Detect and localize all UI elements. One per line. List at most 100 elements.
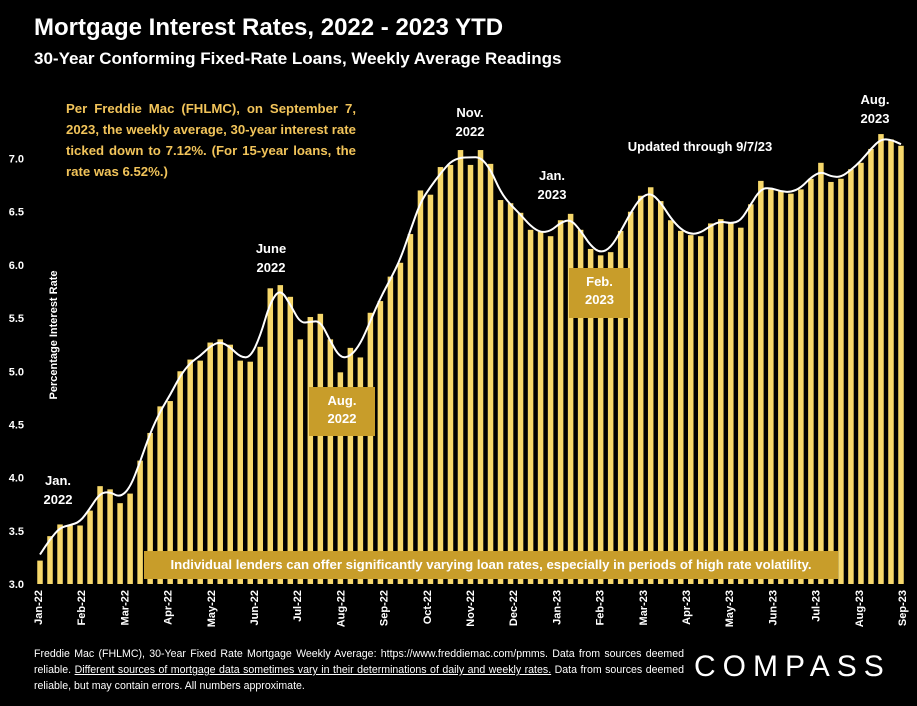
annotation-jun22-line1: June <box>256 241 286 256</box>
bar <box>657 201 664 584</box>
bar <box>187 359 193 584</box>
bar <box>67 525 73 584</box>
bar <box>848 169 854 584</box>
y-tick-label: 4.0 <box>9 473 24 485</box>
bar <box>317 313 324 584</box>
bar <box>327 339 334 584</box>
bar <box>838 178 844 584</box>
annotation-jun22-line2: 2022 <box>257 260 286 275</box>
bar <box>247 361 253 584</box>
bar <box>227 344 233 584</box>
bar <box>898 145 904 584</box>
freddie-mac-note: Per Freddie Mac (FHLMC), on September 7,… <box>66 101 356 179</box>
bar <box>297 339 304 584</box>
bar <box>597 255 604 584</box>
bar <box>357 357 364 584</box>
y-tick-label: 5.0 <box>9 366 24 378</box>
bar <box>718 219 724 585</box>
bar <box>788 193 794 584</box>
x-tick-label: Jul-23 <box>811 590 823 622</box>
bar <box>77 525 83 584</box>
x-tick-label: Jan-23 <box>551 590 563 625</box>
bar <box>307 317 314 584</box>
bar <box>447 164 454 584</box>
y-tick-label: 5.5 <box>9 313 24 325</box>
bar <box>818 162 824 585</box>
y-tick-label: 4.5 <box>9 419 24 431</box>
y-tick-label: 3.5 <box>9 526 24 538</box>
bar <box>497 200 504 584</box>
trend-line <box>39 138 902 556</box>
annotation-aug23-line1: Aug. <box>861 92 890 107</box>
x-tick-label: Aug-23 <box>854 590 866 627</box>
bar <box>738 227 744 584</box>
volatility-banner: Individual lenders can offer significant… <box>144 551 838 579</box>
bar <box>87 510 93 584</box>
annotation-jan23-line2: 2023 <box>538 187 567 202</box>
bar <box>157 406 163 584</box>
bar <box>197 360 203 584</box>
annotation-nov22-line2: 2022 <box>456 124 485 139</box>
source-footer: Freddie Mac (FHLMC), 30-Year Fixed Rate … <box>34 646 684 694</box>
x-tick-label: Feb-23 <box>595 590 607 625</box>
chart-svg: 3.0 3.5 4.0 4.5 5.0 5.5 6.0 6.5 7.0 Jan-22 Feb-22… <box>9 92 909 627</box>
bar <box>607 252 614 584</box>
bar <box>617 230 624 584</box>
bar <box>427 194 434 584</box>
bar <box>637 195 644 584</box>
bar <box>768 189 774 584</box>
bar <box>868 148 874 584</box>
bar <box>257 346 264 584</box>
bar <box>587 248 594 584</box>
callout-aug22: Aug. 2022 <box>309 387 375 436</box>
bar <box>467 164 474 584</box>
bar <box>688 235 694 584</box>
bar <box>858 162 864 585</box>
bar <box>147 432 153 584</box>
compass-logo: COMPASS <box>694 650 891 683</box>
bar <box>277 285 284 584</box>
bar <box>117 503 123 584</box>
annotation-aug23-line2: 2023 <box>861 111 890 126</box>
bar <box>177 371 183 584</box>
bar <box>728 223 734 584</box>
bar <box>457 150 464 585</box>
x-tick-label: May-23 <box>724 590 736 627</box>
x-tick-label: Dec-22 <box>508 590 520 626</box>
bar <box>477 150 484 585</box>
footer-underlined-note: Different sources of mortgage data somet… <box>74 664 552 676</box>
annotation-jan23-line1: Jan. <box>539 168 565 183</box>
bar <box>567 213 574 584</box>
x-tick-label: Oct-22 <box>422 590 434 624</box>
bar <box>137 460 143 584</box>
bar <box>207 342 213 584</box>
bar <box>677 230 684 584</box>
bar <box>537 231 544 584</box>
callout-feb23: Feb. 2023 <box>569 268 630 318</box>
bar <box>778 191 784 584</box>
bar <box>57 524 63 584</box>
bar <box>577 229 584 584</box>
x-tick-label: Aug-22 <box>335 590 347 627</box>
y-tick-label: 6.0 <box>9 260 24 272</box>
callout-feb23-line1: Feb. <box>586 274 613 289</box>
x-tick-label: Jun-23 <box>767 590 779 625</box>
bar <box>828 181 834 584</box>
annotation-updated: Updated through 9/7/23 <box>628 139 772 154</box>
bar <box>287 296 294 584</box>
bar <box>808 178 814 584</box>
bar <box>267 288 274 584</box>
bar <box>417 190 424 584</box>
bar <box>878 134 884 584</box>
x-axis-ticks: Jan-22 Feb-22 Mar-22 Apr-22 May-22 Jun-22 Jul-… <box>33 590 909 627</box>
bar <box>547 236 554 584</box>
annotation-jan22-line2: 2022 <box>44 492 73 507</box>
callout-aug22-line1: Aug. <box>327 393 357 408</box>
bar <box>667 220 674 585</box>
bar <box>377 301 384 584</box>
x-tick-label: May-22 <box>206 590 218 627</box>
footer-disclaimer: Data from sources deemed reliable, but m… <box>34 664 684 692</box>
annotation-nov22-line1: Nov. <box>456 105 483 120</box>
bar <box>627 211 634 585</box>
callout-aug22-line2: 2022 <box>327 411 357 426</box>
